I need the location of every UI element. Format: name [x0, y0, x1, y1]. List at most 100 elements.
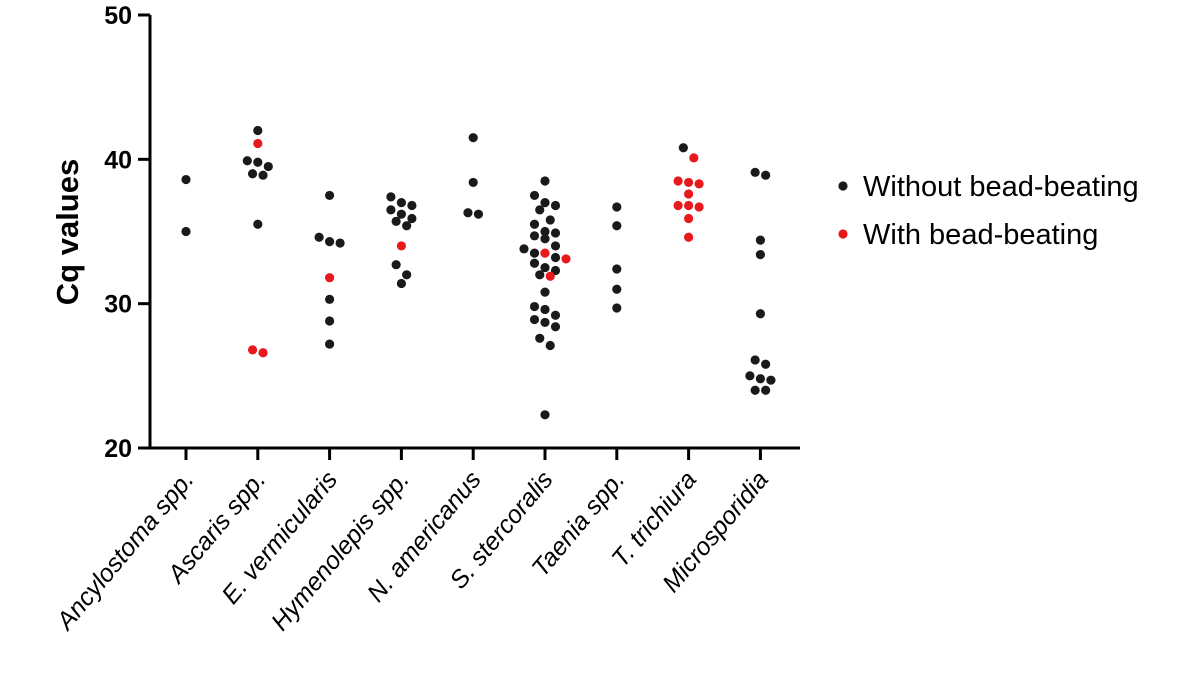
point-without-bead-beating [612, 284, 622, 294]
point-without-bead-beating [529, 258, 540, 268]
point-with-bead-beating [253, 138, 263, 149]
point-without-bead-beating [325, 316, 335, 326]
point-with-bead-beating [561, 254, 571, 264]
point-without-bead-beating [402, 221, 412, 231]
axes [148, 15, 800, 450]
legend-label: Without bead-beating [863, 171, 1139, 203]
point-without-bead-beating [407, 200, 417, 211]
point-without-bead-beating [535, 333, 545, 343]
point-without-bead-beating [468, 177, 478, 188]
point-without-bead-beating [540, 304, 550, 315]
point-without-bead-beating [550, 310, 561, 320]
point-without-bead-beating [529, 219, 540, 229]
y-tick-label: 20 [104, 435, 132, 463]
point-without-bead-beating [402, 270, 412, 280]
point-with-bead-beating [684, 189, 694, 199]
point-without-bead-beating [386, 192, 396, 202]
point-without-bead-beating [391, 260, 401, 270]
point-without-bead-beating [540, 176, 550, 186]
point-without-bead-beating [325, 294, 335, 304]
point-without-bead-beating [396, 198, 406, 208]
point-without-bead-beating [253, 157, 263, 167]
y-tick-label: 50 [104, 2, 132, 30]
point-without-bead-beating [766, 375, 776, 385]
x-category-label: Hymenolepis spp. [266, 466, 415, 636]
point-without-bead-beating [612, 303, 622, 313]
point-without-bead-beating [529, 314, 540, 325]
point-without-bead-beating [247, 169, 258, 179]
point-without-bead-beating [535, 205, 545, 215]
point-without-bead-beating [750, 167, 760, 177]
point-without-bead-beating [755, 235, 766, 245]
point-with-bead-beating [684, 200, 694, 211]
point-without-bead-beating [325, 190, 335, 201]
point-without-bead-beating [678, 143, 688, 153]
point-without-bead-beating [750, 385, 760, 395]
point-without-bead-beating [755, 374, 766, 384]
point-without-bead-beating [473, 209, 484, 219]
point-without-bead-beating [612, 264, 622, 274]
point-without-bead-beating [550, 241, 561, 251]
point-with-bead-beating [673, 176, 683, 186]
y-tick-label: 30 [104, 291, 132, 319]
point-without-bead-beating [325, 237, 335, 247]
point-with-bead-beating [258, 348, 268, 358]
point-without-bead-beating [761, 359, 771, 369]
point-without-bead-beating [761, 385, 771, 395]
x-ticks: Ancylostoma spp.Ascaris spp.E. vermicula… [50, 448, 774, 637]
point-without-bead-beating [535, 270, 545, 280]
point-with-bead-beating [540, 248, 550, 258]
legend: Without bead-beating With bead-beating [838, 171, 1139, 251]
point-without-bead-beating [242, 156, 252, 166]
point-without-bead-beating [519, 244, 529, 254]
point-without-bead-beating [540, 234, 550, 244]
point-without-bead-beating [529, 190, 540, 201]
point-without-bead-beating [612, 221, 622, 231]
data-points [181, 125, 776, 420]
legend-marker [838, 181, 848, 191]
point-without-bead-beating [755, 249, 766, 260]
point-without-bead-beating [314, 232, 324, 242]
point-without-bead-beating [540, 317, 550, 328]
point-without-bead-beating [529, 231, 540, 241]
point-without-bead-beating [550, 322, 561, 332]
point-with-bead-beating [684, 177, 694, 188]
point-without-bead-beating [258, 170, 268, 180]
point-with-bead-beating [684, 232, 694, 242]
point-with-bead-beating [545, 271, 555, 281]
point-without-bead-beating [745, 371, 755, 381]
point-with-bead-beating [689, 153, 699, 163]
point-without-bead-beating [540, 262, 550, 273]
point-without-bead-beating [750, 355, 760, 365]
point-without-bead-beating [396, 278, 406, 289]
point-without-bead-beating [391, 216, 401, 226]
point-without-bead-beating [335, 238, 345, 248]
point-with-bead-beating [325, 273, 335, 283]
point-without-bead-beating [540, 198, 550, 208]
point-without-bead-beating [540, 226, 550, 237]
point-without-bead-beating [540, 287, 550, 297]
point-without-bead-beating [463, 208, 473, 218]
point-without-bead-beating [396, 209, 406, 219]
legend-label: With bead-beating [863, 219, 1098, 251]
point-without-bead-beating [755, 309, 766, 319]
point-with-bead-beating [247, 345, 258, 355]
point-with-bead-beating [673, 200, 683, 211]
point-without-bead-beating [407, 213, 417, 224]
y-axis-title: Cq values [50, 159, 85, 305]
point-with-bead-beating [694, 202, 704, 212]
point-without-bead-beating [529, 248, 540, 258]
y-tick-label: 40 [104, 146, 132, 174]
point-without-bead-beating [545, 215, 555, 225]
point-without-bead-beating [550, 200, 561, 211]
point-without-bead-beating [529, 301, 540, 312]
point-without-bead-beating [181, 226, 191, 237]
point-without-bead-beating [253, 219, 263, 229]
point-without-bead-beating [253, 125, 263, 136]
point-without-bead-beating [761, 170, 771, 180]
y-ticks: 20 30 40 50 [104, 2, 150, 463]
point-without-bead-beating [181, 174, 191, 185]
point-with-bead-beating [684, 213, 694, 224]
point-without-bead-beating [468, 133, 478, 143]
